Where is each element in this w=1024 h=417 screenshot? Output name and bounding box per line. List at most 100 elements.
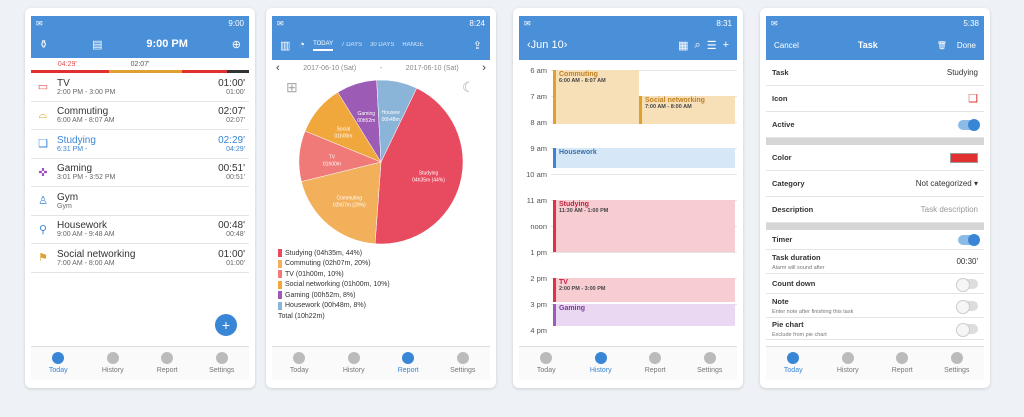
- nav-today[interactable]: Today: [31, 347, 86, 380]
- nav-history[interactable]: History: [86, 347, 141, 380]
- nav-report[interactable]: Report: [381, 347, 436, 380]
- filter-icon[interactable]: ⚱: [39, 38, 49, 51]
- note-toggle[interactable]: [956, 299, 978, 314]
- task-time: 6:00 AM - 8:07 AM: [57, 117, 115, 125]
- task-name: Gaming: [57, 163, 93, 175]
- summary-commuting: 02:07': [130, 60, 150, 68]
- task-name: TV: [57, 77, 70, 89]
- nav-today[interactable]: Today: [766, 347, 821, 380]
- event-commuting[interactable]: Commuting 6:00 AM - 8:07 AM: [553, 70, 639, 124]
- tab-today[interactable]: TODAY: [313, 39, 334, 51]
- book-icon: ❑: [968, 93, 978, 105]
- active-toggle[interactable]: [958, 118, 980, 131]
- tab-30days[interactable]: 30 DAYS: [370, 42, 395, 48]
- current-date[interactable]: Jun 10: [530, 39, 564, 51]
- gamepad-icon: ✜: [38, 166, 48, 179]
- trash-icon[interactable]: 🗑: [936, 40, 947, 50]
- duration-row[interactable]: Task duration Alarm will sound after 00:30…: [766, 250, 984, 274]
- pie-slice[interactable]: [374, 87, 464, 245]
- pie-chart-row: Pie chart Exclude from pie chart: [766, 318, 984, 340]
- prev-day-icon[interactable]: ‹: [527, 39, 531, 51]
- icon-row[interactable]: Icon ❑: [766, 86, 984, 112]
- tab-range[interactable]: RANGE: [402, 42, 424, 48]
- pie-chart-toggle[interactable]: [956, 322, 978, 337]
- nav-history[interactable]: History: [327, 347, 382, 380]
- nav-history[interactable]: History: [821, 347, 876, 380]
- hour-label: 7 am: [530, 92, 547, 101]
- cancel-button[interactable]: Cancel: [774, 40, 799, 50]
- task-row[interactable]: ✜ Gaming 3:01 PM - 3:52 PM 00:51' 00:51': [31, 159, 249, 187]
- task-row[interactable]: ▭ TV 2:00 PM - 3:00 PM 01:00' 01:00': [31, 73, 249, 102]
- nav-today[interactable]: Today: [519, 347, 574, 380]
- prev-date-icon[interactable]: ‹: [276, 62, 280, 74]
- add-task-button[interactable]: +: [215, 314, 237, 336]
- nav-settings[interactable]: Settings: [195, 347, 250, 380]
- grid-icon[interactable]: ⊞: [286, 79, 298, 95]
- category-row[interactable]: Category Not categorized ▾: [766, 171, 984, 197]
- task-row[interactable]: ⚲ Housework 9:00 AM - 9:48 AM 00:48' 00:48…: [31, 216, 249, 244]
- date-to[interactable]: 2017-06-10 (Sat): [405, 64, 459, 72]
- mail-icon: ✉: [771, 18, 778, 28]
- date-from[interactable]: 2017-06-10 (Sat): [303, 64, 357, 72]
- tab-7days[interactable]: 7 DAYS: [341, 42, 363, 48]
- pie-slice[interactable]: [376, 79, 418, 163]
- slice-label: TV: [329, 154, 336, 160]
- task-row[interactable]: ♙ Gym Gym: [31, 187, 249, 216]
- search-icon[interactable]: ⌕: [694, 38, 701, 51]
- status-time: 8:31: [716, 18, 732, 28]
- task-row[interactable]: ⚑ Social networking 7:00 AM - 8:00 AM 01:…: [31, 244, 249, 273]
- event-tv[interactable]: TV 2:00 PM - 3:00 PM: [553, 278, 735, 302]
- event-studying[interactable]: Studying 11:30 AM - 1:00 PM: [553, 200, 735, 252]
- page-title: 9:00 PM: [146, 38, 188, 50]
- task-total: 01:00': [226, 88, 245, 96]
- task-row[interactable]: ❑ Studying 6:31 PM - 02:29' 04:29': [31, 130, 249, 159]
- zoom-icon[interactable]: ⊕: [231, 38, 241, 51]
- next-day-icon[interactable]: ›: [563, 39, 568, 51]
- nav-report[interactable]: Report: [140, 347, 195, 380]
- add-icon[interactable]: +: [722, 39, 729, 51]
- nav-report[interactable]: Report: [875, 347, 930, 380]
- task-row[interactable]: ⌓ Commuting 6:00 AM - 8:07 AM 02:07' 02:07…: [31, 102, 249, 130]
- book-icon: ❑: [38, 138, 48, 151]
- share-icon[interactable]: ⇪: [472, 39, 482, 52]
- done-button[interactable]: Done: [956, 40, 976, 50]
- bottom-nav: Today History Report Settings: [31, 346, 249, 380]
- nav-today[interactable]: Today: [272, 347, 327, 380]
- task-name-row[interactable]: Task Studying: [766, 60, 984, 86]
- nav-settings[interactable]: Settings: [436, 347, 491, 380]
- event-social-networking[interactable]: Social networking 7:00 AM - 8:00 AM: [639, 96, 735, 124]
- hour-label: 10 am: [526, 170, 547, 179]
- description-input[interactable]: Task description: [920, 205, 978, 214]
- calendar-icon[interactable]: ▦: [678, 39, 689, 52]
- night-mode-icon[interactable]: ☾: [462, 79, 475, 95]
- event-gaming[interactable]: Gaming: [553, 304, 735, 326]
- nav-report[interactable]: Report: [628, 347, 683, 380]
- pie-chart-icon[interactable]: ◔: [298, 39, 306, 51]
- next-date-icon[interactable]: ›: [482, 62, 486, 74]
- hour-label: 6 am: [530, 66, 547, 75]
- nav-settings[interactable]: Settings: [683, 347, 738, 380]
- bar-chart-icon[interactable]: ▥: [280, 39, 291, 52]
- task-duration: 01:00': [218, 248, 245, 260]
- countdown-toggle[interactable]: [956, 277, 978, 292]
- description-row[interactable]: Description Task description: [766, 197, 984, 223]
- color-swatch[interactable]: [950, 152, 978, 163]
- event-housework[interactable]: Housework: [553, 148, 735, 168]
- page-title: Task: [857, 40, 878, 50]
- task-duration: 02:29': [218, 134, 245, 146]
- pie-legend: Studying (04h35m, 44%) Commuting (02h07m,…: [272, 248, 490, 322]
- color-row[interactable]: Color: [766, 145, 984, 171]
- nav-settings[interactable]: Settings: [930, 347, 985, 380]
- task-name: Social networking: [57, 248, 136, 260]
- legend-swatch: [278, 301, 282, 310]
- nav-history[interactable]: History: [574, 347, 629, 380]
- mail-icon: ✉: [277, 18, 284, 28]
- list-icon[interactable]: ☰: [706, 39, 717, 52]
- timer-toggle[interactable]: [958, 233, 980, 246]
- mail-icon: ✉: [36, 18, 43, 28]
- slice-label: Housew: [382, 110, 400, 116]
- pie-slice[interactable]: [301, 161, 382, 245]
- gym-icon: ♙: [38, 195, 48, 208]
- task-name: Studying: [57, 134, 96, 146]
- sleep-icon[interactable]: ▤: [92, 38, 103, 51]
